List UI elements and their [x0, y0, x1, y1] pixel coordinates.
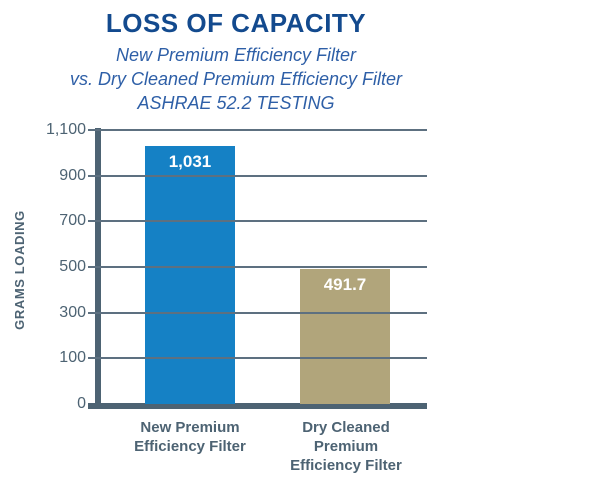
y-tick-label: 100 [59, 349, 86, 366]
x-category-label: Dry Cleaned Premium Efficiency Filter [264, 418, 428, 475]
x-category-label-line: Efficiency Filter [290, 457, 402, 474]
gridline [88, 220, 427, 222]
bar-new-premium-filter: 1,031 [145, 146, 235, 404]
x-category-label-line: Premium [313, 438, 379, 455]
y-tick-label: 0 [77, 395, 86, 412]
y-axis-tick-labels: 0 100 300 500 700 900 1,100 [0, 0, 86, 481]
gridline [88, 129, 427, 131]
y-axis-line [95, 128, 101, 409]
x-axis-line [88, 403, 427, 409]
bar-value-label: 1,031 [168, 152, 212, 171]
gridline [88, 266, 427, 268]
gridline [88, 312, 427, 314]
y-tick-label: 900 [59, 167, 86, 184]
x-category-label-line: New Premium [140, 419, 240, 436]
subtitle-line-3: ASHRAE 52.2 TESTING [137, 93, 335, 113]
subtitle-line-1: New Premium Efficiency Filter [115, 45, 357, 65]
bar-dry-cleaned-filter: 491.7 [300, 269, 390, 404]
gridline [88, 357, 427, 359]
chart-title: LOSS OF CAPACITY [105, 8, 367, 38]
bar-value-label: 491.7 [323, 275, 367, 294]
subtitle-line-2: vs. Dry Cleaned Premium Efficiency Filte… [69, 69, 403, 89]
y-tick-label: 1,100 [45, 121, 86, 138]
gridline [88, 175, 427, 177]
x-category-label: New Premium Efficiency Filter [108, 418, 272, 456]
chart-header: LOSS OF CAPACITY New Premium Efficiency … [0, 8, 472, 115]
plot-area: 1,031 491.7 [88, 129, 427, 404]
y-tick-label: 300 [59, 304, 86, 321]
x-category-label-line: Dry Cleaned [302, 419, 390, 436]
y-tick-label: 500 [59, 258, 86, 275]
x-category-label-line: Efficiency Filter [134, 438, 246, 455]
chart-subtitle: New Premium Efficiency Filter vs. Dry Cl… [0, 43, 472, 115]
y-tick-label: 700 [59, 212, 86, 229]
